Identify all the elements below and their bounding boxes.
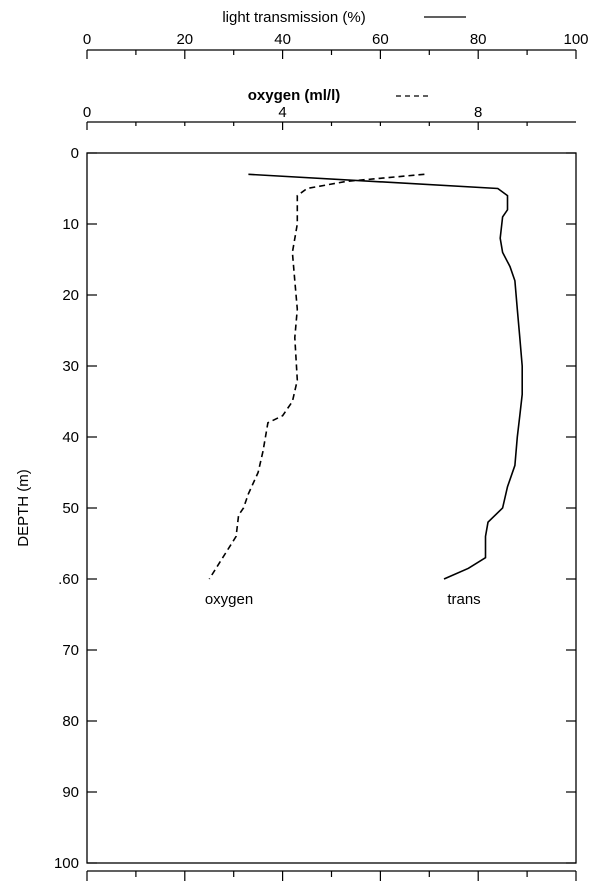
y-tick-label: 90 [62,784,79,801]
y-tick-label: 70 [62,642,79,659]
y-tick-label: 40 [62,429,79,446]
top-x-tick-label: 60 [372,31,389,48]
second-x-tick-label: 0 [83,104,91,121]
second-x-tick-label: 4 [278,104,286,121]
top-x-ticks: 0 20 40 60 80 100 [83,31,589,59]
trans-annotation: trans [447,591,480,608]
y-tick-label: 10 [62,216,79,233]
series-oxygen-line [208,173,425,580]
oxygen-annotation: oxygen [205,591,253,608]
second-x-tick-label: 8 [474,104,482,121]
y-axis-title: DEPTH (m) [15,469,32,547]
second-x-axis-title: oxygen (ml/l) [248,87,341,104]
y-tick-label: 0 [71,145,79,162]
top-x-tick-label: 80 [470,31,487,48]
y-axis-ticks: 0 10 20 30 40 50 .60 70 80 90 100 [54,145,576,872]
second-x-ticks: 0 4 8 [83,104,528,130]
second-x-axis: oxygen (ml/l) 0 4 8 [83,87,576,130]
y-tick-label: .60 [58,571,79,588]
top-x-tick-label: 40 [274,31,291,48]
y-tick-label: 30 [62,358,79,375]
top-x-axis-title: light transmission (%) [222,9,365,26]
bottom-x-ticks [86,871,577,881]
top-x-tick-label: 100 [563,31,588,48]
y-tick-label: 100 [54,855,79,872]
top-x-axis: light transmission (%) 0 20 40 60 80 100 [83,9,589,59]
y-tick-label: 80 [62,713,79,730]
series-trans-line [248,173,523,580]
y-tick-label: 50 [62,500,79,517]
top-x-tick-label: 20 [176,31,193,48]
y-tick-label: 20 [62,287,79,304]
top-x-tick-label: 0 [83,31,91,48]
